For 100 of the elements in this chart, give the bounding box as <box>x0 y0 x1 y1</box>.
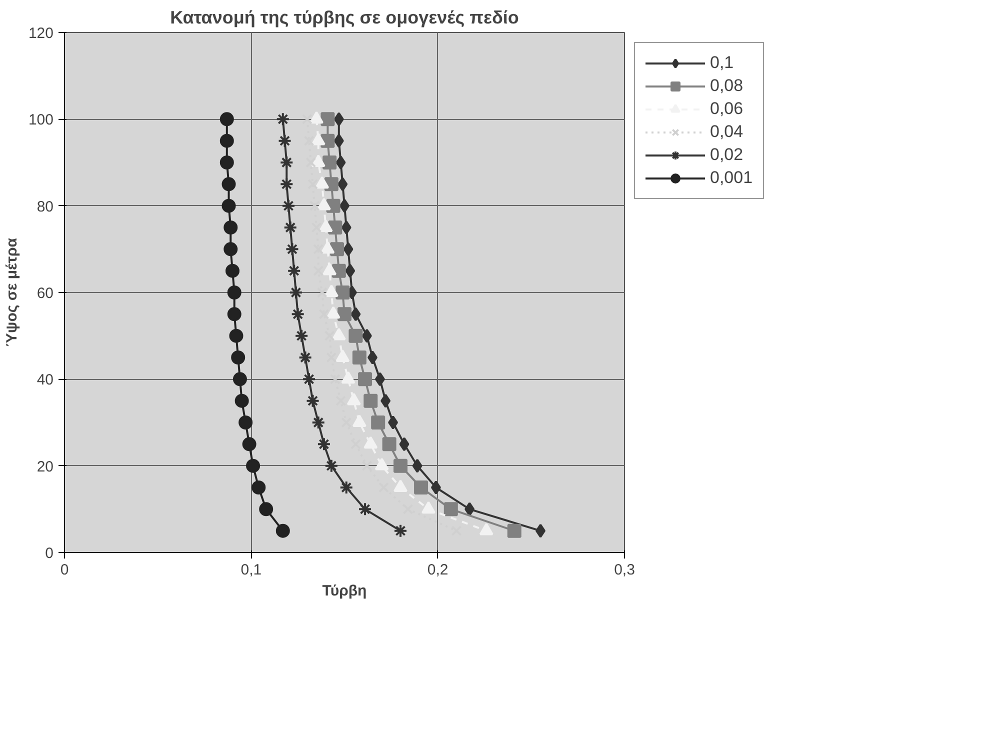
y-tick-label: 0 <box>45 545 54 562</box>
point <box>341 417 352 428</box>
x-tick-label: 0,3 <box>614 562 635 578</box>
point <box>371 416 386 430</box>
point <box>352 350 366 364</box>
point <box>358 502 372 516</box>
y-tick-label: 60 <box>36 285 54 302</box>
point <box>226 264 240 278</box>
x-tick-label: 0 <box>60 562 69 578</box>
chart-title: Κατανομή της τύρβης σε ομογενές πεδίο <box>170 8 519 28</box>
y-axis-title: Ύψος σε μέτρα <box>3 237 20 348</box>
legend-label: 0,06 <box>710 99 744 119</box>
point <box>374 372 385 386</box>
point <box>313 266 324 276</box>
point <box>350 307 361 322</box>
legend-label: 0,02 <box>710 145 744 165</box>
legend-label: 0,08 <box>710 76 744 96</box>
legend-label: 0,001 <box>710 168 753 188</box>
point <box>242 437 256 452</box>
point <box>276 112 290 126</box>
point <box>336 286 350 300</box>
point <box>368 350 378 364</box>
legend-label: 0,1 <box>710 53 734 73</box>
point <box>380 394 391 408</box>
point <box>313 244 324 254</box>
point <box>304 136 314 146</box>
point <box>507 524 522 538</box>
point <box>280 177 294 192</box>
point <box>322 156 337 170</box>
point <box>324 458 338 473</box>
point <box>308 178 318 190</box>
y-tick-label: 100 <box>28 112 54 129</box>
point <box>394 524 408 538</box>
point <box>334 134 344 148</box>
point <box>306 157 316 168</box>
point <box>306 394 320 408</box>
point <box>224 242 238 256</box>
point <box>222 198 236 213</box>
point <box>220 134 234 148</box>
point <box>311 222 322 233</box>
point <box>231 350 246 364</box>
point <box>278 134 292 148</box>
legend-label: 0,04 <box>710 122 744 142</box>
point <box>238 416 253 430</box>
x-axis-title: Τύρβη <box>322 582 367 600</box>
point <box>336 156 346 170</box>
y-tick-label: 20 <box>36 458 54 476</box>
point <box>358 372 372 386</box>
point <box>362 328 372 343</box>
point <box>318 308 330 320</box>
point <box>280 156 294 170</box>
point <box>287 264 302 278</box>
point <box>252 480 266 494</box>
point <box>220 156 234 170</box>
y-tick-label: 80 <box>36 198 54 216</box>
point <box>388 416 398 430</box>
point <box>348 328 363 343</box>
point <box>316 437 331 452</box>
point <box>302 114 312 124</box>
point <box>343 242 354 256</box>
x-tick-label: 0,2 <box>427 562 448 578</box>
point <box>430 480 441 494</box>
point <box>294 328 309 343</box>
x-tick-label: 0,1 <box>240 562 262 578</box>
point <box>234 394 249 408</box>
y-tick-label: 40 <box>36 372 54 389</box>
point <box>324 330 335 342</box>
point <box>227 286 242 300</box>
point <box>399 437 410 452</box>
point <box>311 416 326 430</box>
point <box>220 112 234 126</box>
point <box>283 220 298 234</box>
point <box>444 502 458 516</box>
point <box>339 480 354 494</box>
point <box>316 287 328 298</box>
point <box>338 307 352 322</box>
point <box>222 177 236 192</box>
point <box>232 372 247 386</box>
point <box>412 458 422 473</box>
point <box>285 242 300 256</box>
y-tick-label: 120 <box>28 25 54 42</box>
point <box>414 480 428 494</box>
point <box>259 502 274 516</box>
point <box>394 458 408 473</box>
point <box>326 352 337 363</box>
point <box>362 460 372 472</box>
point <box>290 307 305 322</box>
point <box>276 524 290 538</box>
point <box>288 286 303 300</box>
point <box>229 328 244 343</box>
point <box>336 396 346 406</box>
point <box>302 372 316 386</box>
point <box>246 458 260 473</box>
point <box>364 394 378 408</box>
point <box>227 307 242 322</box>
point <box>345 264 356 278</box>
point <box>298 350 312 364</box>
point <box>382 437 396 452</box>
point <box>341 220 352 234</box>
point <box>224 220 238 234</box>
